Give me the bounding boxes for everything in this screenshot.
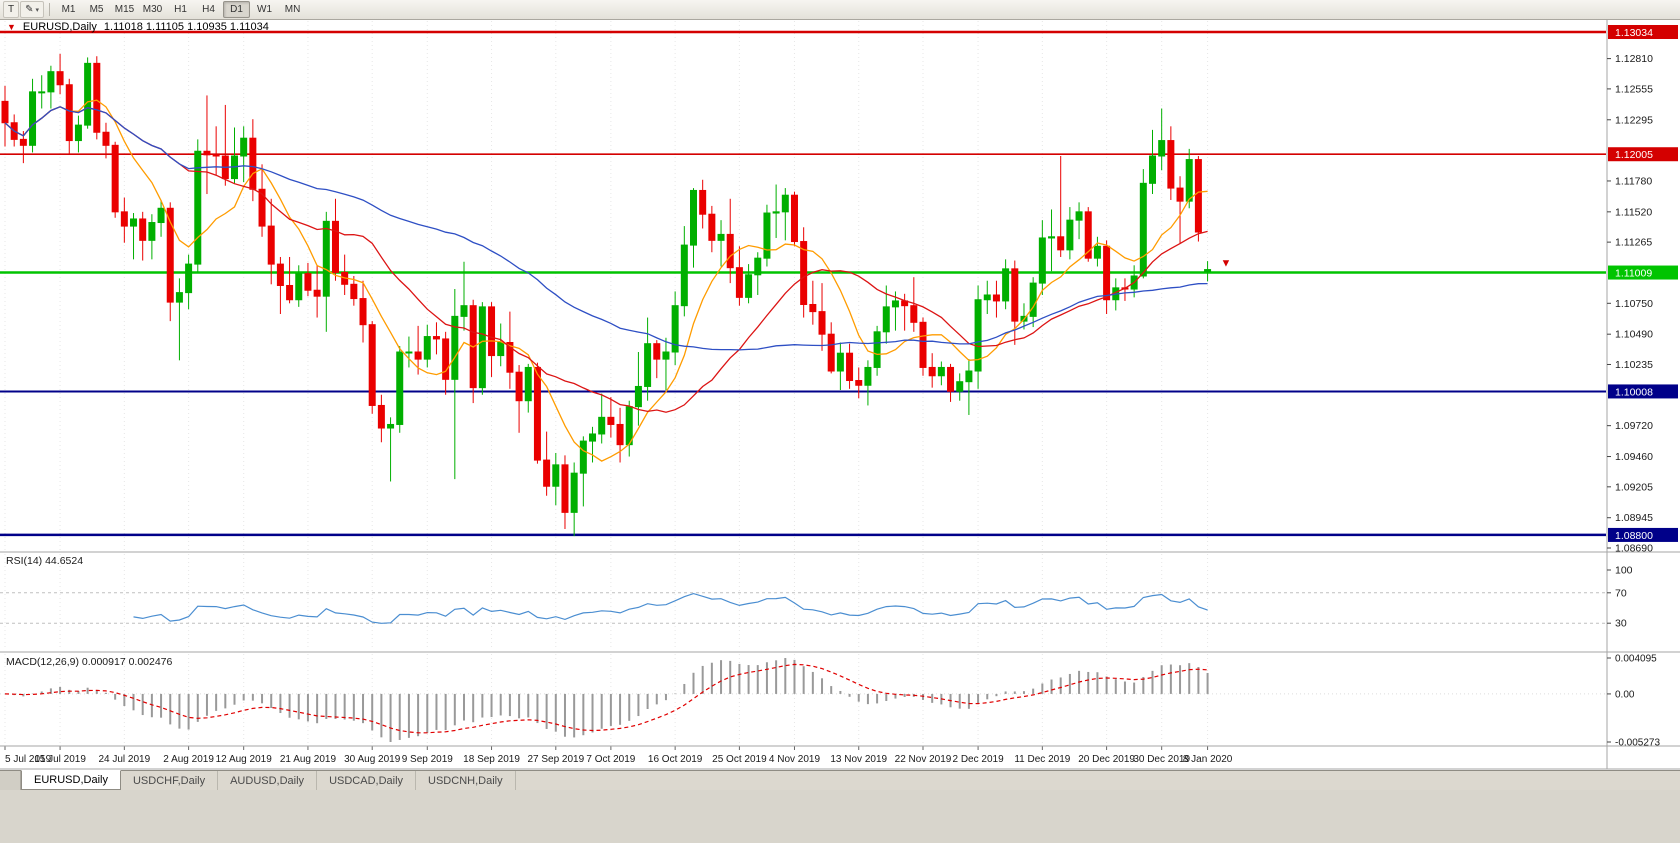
timeframe-buttons: M1 M5 M15 M30 H1 H4 D1 W1 MN [55,1,306,18]
svg-text:1.10008: 1.10008 [1615,386,1653,398]
svg-text:1.10490: 1.10490 [1615,329,1653,341]
svg-text:18 Sep 2019: 18 Sep 2019 [463,754,520,765]
svg-text:-0.005273: -0.005273 [1615,738,1660,749]
svg-text:13 Nov 2019: 13 Nov 2019 [830,754,887,765]
chart-header: ▼ EURUSD,Daily 1.11018 1.11105 1.10935 1… [7,21,269,33]
toolbar-separator [49,3,51,16]
svg-text:1.08690: 1.08690 [1615,543,1653,555]
svg-text:9 Sep 2019: 9 Sep 2019 [402,754,454,765]
svg-text:70: 70 [1615,587,1627,599]
svg-text:30 Dec 2019: 30 Dec 2019 [1133,754,1190,765]
svg-text:1.11009: 1.11009 [1615,268,1652,280]
svg-text:1.11520: 1.11520 [1615,206,1652,218]
rsi-layer [0,592,1606,624]
timeframe-h4-button[interactable]: H4 [202,4,215,15]
svg-text:1.09460: 1.09460 [1615,451,1653,463]
timeframe-mn-button[interactable]: MN [284,4,301,15]
svg-text:1.11780: 1.11780 [1615,175,1652,187]
svg-text:1.10750: 1.10750 [1615,298,1653,310]
svg-text:16 Oct 2019: 16 Oct 2019 [648,754,703,765]
tab-usdcnh[interactable]: USDCNH,Daily [416,771,516,790]
draw-tool-button[interactable]: ✎ ▾ [20,1,45,18]
svg-text:15 Jul 2019: 15 Jul 2019 [34,754,86,765]
price-axis: 1.12810 1.12555 1.12295 1.11780 1.11520 1.112… [1606,19,1678,769]
svg-text:25 Oct 2019: 25 Oct 2019 [712,754,767,765]
timeframe-h1-button[interactable]: H1 [174,4,187,15]
tab-usdchf[interactable]: USDCHF,Daily [121,771,219,790]
cursor-tool-button[interactable]: T [3,1,20,18]
svg-text:30: 30 [1615,618,1627,630]
tab-eurusd[interactable]: EURUSD,Daily [21,770,121,790]
svg-text:11 Dec 2019: 11 Dec 2019 [1014,754,1070,765]
svg-text:5 Jul 2019: 5 Jul 2019 [5,754,52,765]
svg-text:1.11265: 1.11265 [1615,237,1652,249]
svg-text:0.004095: 0.004095 [1615,654,1657,665]
svg-text:1.12295: 1.12295 [1615,114,1653,126]
pane-borders [0,18,1680,770]
timeframe-m1-button[interactable]: M1 [61,4,76,15]
timeframe-m30-button[interactable]: M30 [142,4,163,15]
svg-text:1.08800: 1.08800 [1615,530,1653,542]
cursor-tool-icon: T [8,4,15,15]
candles-layer: ▼ [1,53,1231,537]
macd-label: MACD(12,26,9) 0.000917 0.002476 [6,656,173,668]
svg-text:1.12005: 1.12005 [1615,149,1653,161]
svg-text:12 Aug 2019: 12 Aug 2019 [216,754,273,765]
toolbar: T ✎ ▾ M1 M5 M15 M30 H1 H4 D1 W1 MN [0,0,1680,20]
timeframe-m15-button[interactable]: M15 [114,4,135,15]
svg-text:1.10235: 1.10235 [1615,359,1653,371]
window-bottom-area [0,789,1680,843]
svg-text:30 Aug 2019: 30 Aug 2019 [344,754,401,765]
moving-averages-layer [4,99,1208,462]
svg-text:1.12555: 1.12555 [1615,83,1653,95]
tab-bar: EURUSD,Daily USDCHF,Daily AUDUSD,Daily USDC… [0,770,1680,790]
svg-text:0.00: 0.00 [1615,689,1635,700]
timeframe-m5-button[interactable]: M5 [89,4,104,15]
svg-text:20 Dec 2019: 20 Dec 2019 [1078,754,1135,765]
chevron-down-icon: ▾ [35,6,40,14]
svg-text:1.13034: 1.13034 [1615,27,1653,39]
macd-layer [0,658,1606,742]
svg-text:▼: ▼ [1220,257,1231,269]
svg-text:24 Jul 2019: 24 Jul 2019 [98,754,150,765]
svg-text:2 Aug 2019: 2 Aug 2019 [163,754,214,765]
svg-text:2 Dec 2019: 2 Dec 2019 [953,754,1005,765]
svg-text:1.09205: 1.09205 [1615,481,1653,493]
svg-text:21 Aug 2019: 21 Aug 2019 [280,754,337,765]
rsi-label: RSI(14) 44.6524 [6,555,84,567]
svg-text:1.12810: 1.12810 [1615,53,1653,65]
grid-layer [4,21,1209,744]
svg-text:7 Oct 2019: 7 Oct 2019 [586,754,635,765]
svg-text:100: 100 [1615,565,1633,577]
tab-audusd[interactable]: AUDUSD,Daily [218,771,318,790]
timeframe-d1-button[interactable]: D1 [223,1,251,18]
svg-text:8 Jan 2020: 8 Jan 2020 [1183,754,1233,765]
chart-marker-icon: ▼ [7,22,16,32]
timeframe-w1-button[interactable]: W1 [257,4,273,15]
svg-text:1.08945: 1.08945 [1615,512,1653,524]
svg-text:27 Sep 2019: 27 Sep 2019 [527,754,584,765]
svg-text:1.09720: 1.09720 [1615,420,1653,432]
svg-text:4 Nov 2019: 4 Nov 2019 [769,754,821,765]
ohlc-values: 1.11018 1.11105 1.10935 1.11034 [103,21,269,33]
symbol-title: EURUSD,Daily [22,21,97,33]
svg-text:22 Nov 2019: 22 Nov 2019 [895,754,952,765]
tab-scroll-stub[interactable] [0,771,21,790]
draw-tool-icon: ✎ [25,4,34,15]
tab-usdcad[interactable]: USDCAD,Daily [317,771,417,790]
